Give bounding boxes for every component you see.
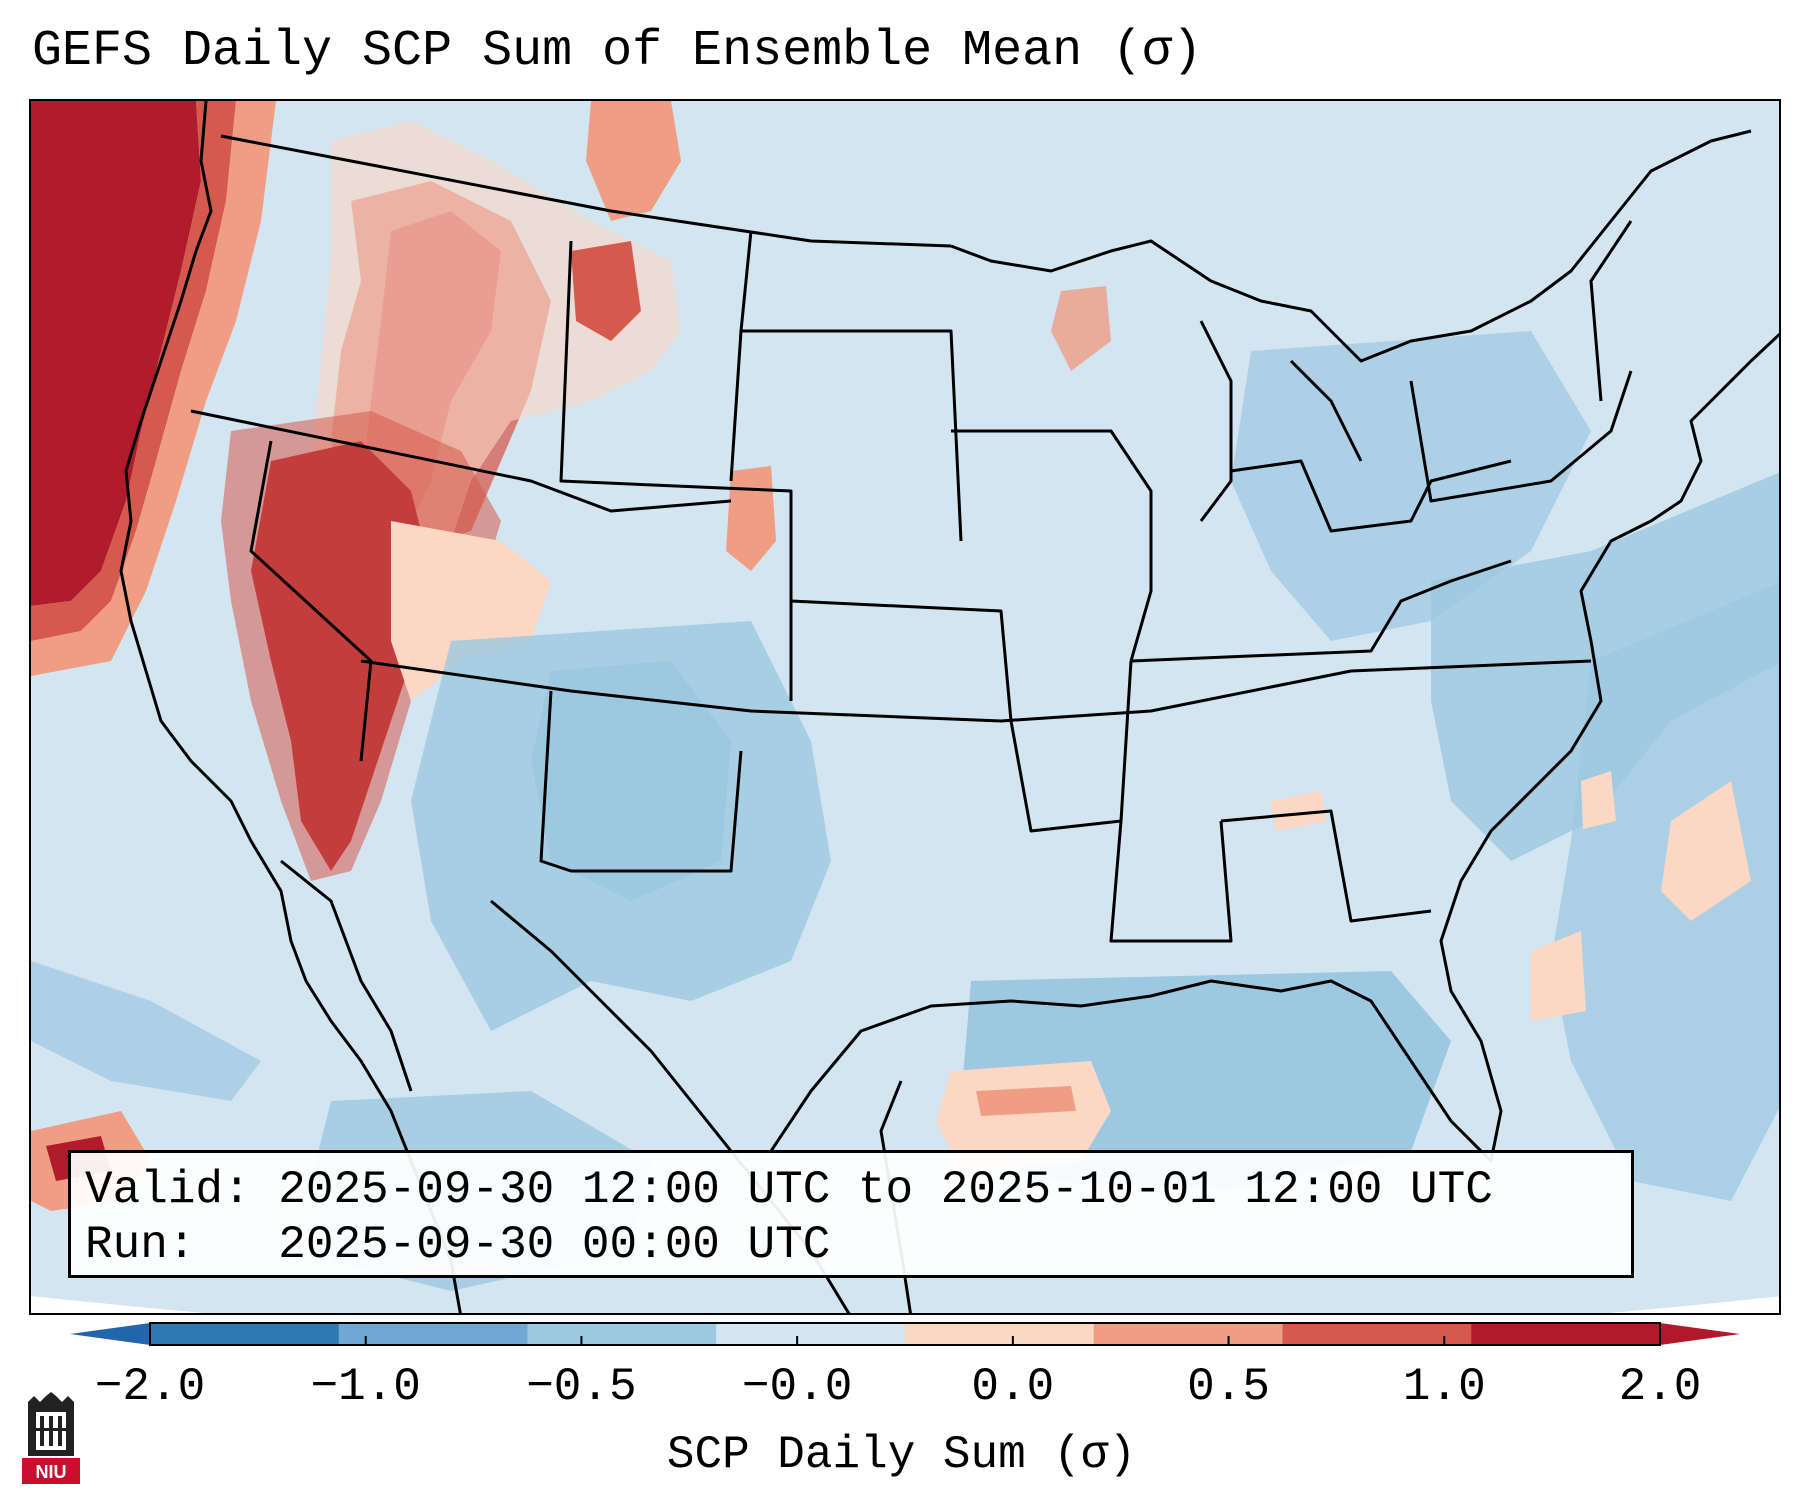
colorbar-bin <box>1282 1323 1472 1345</box>
field-anomaly-layer <box>31 101 1779 1291</box>
logo-band <box>22 1458 80 1484</box>
colorbar-tick-label: −0.0 <box>741 1361 853 1413</box>
colorbar-bin <box>905 1323 1095 1345</box>
colorbar-bin <box>338 1323 528 1345</box>
colorbar-bin <box>527 1323 717 1345</box>
colorbar-extend-min <box>70 1323 150 1345</box>
pacific-coastline <box>119 101 462 1313</box>
colorbar-tick-label: 1.0 <box>1402 1361 1486 1413</box>
border-arkansas <box>1009 660 1133 833</box>
border-new-england <box>1589 220 1633 402</box>
boundaries-layer <box>119 101 1779 1313</box>
colorbar-tick-label: 2.0 <box>1618 1361 1702 1413</box>
field-region-atlantic-patch-3 <box>1581 771 1616 829</box>
colorbar-tick-label: −0.5 <box>526 1361 637 1413</box>
border-36-parallel <box>360 659 1592 723</box>
field-region-colorado-east <box>726 466 776 571</box>
border-mississippi-alabama <box>1109 820 1233 943</box>
map-svg <box>31 101 1779 1313</box>
border-nebraska-kansas <box>741 329 963 542</box>
lake-huron-shore <box>1289 359 1363 462</box>
gulf-atlantic-coastline <box>769 332 1779 1163</box>
border-georgia <box>1220 809 1432 923</box>
colorbar <box>70 1322 1740 1346</box>
colorbar-bin <box>150 1323 340 1345</box>
border-nevada <box>249 440 373 762</box>
border-ny-pa <box>1409 370 1633 503</box>
niu-logo: NIU <box>22 1392 80 1484</box>
field-region-montana-east <box>571 241 641 341</box>
colorbar-label: SCP Daily Sum (σ) <box>666 1429 1137 1481</box>
border-new-mexico <box>539 690 743 873</box>
colorbar-tick-label: 0.5 <box>1187 1361 1270 1413</box>
colorbar-tick-label: −1.0 <box>310 1361 421 1413</box>
border-kentucky-tennessee <box>1130 559 1512 663</box>
colorbar-ticks <box>149 1336 1661 1346</box>
border-iowa-missouri <box>951 429 1153 662</box>
border-colorado-wyoming <box>559 240 793 701</box>
field-region-montana-north <box>586 101 681 221</box>
field-region-new-mexico <box>531 661 731 901</box>
colorbar-bins <box>150 1323 1661 1345</box>
validity-info-box: Valid: 2025-09-30 12:00 UTC to 2025-10-0… <box>68 1150 1634 1278</box>
field-region-utah-fringe <box>391 521 551 701</box>
border-kansas-missouri <box>790 599 1013 722</box>
colorbar-tick-label: −2.0 <box>94 1361 206 1413</box>
field-region-gulf-central-core <box>976 1086 1076 1116</box>
canada-border-west <box>220 134 952 248</box>
field-region-atlantic-patch-2 <box>1661 781 1751 921</box>
colorbar-outline <box>149 1322 1661 1346</box>
lake-michigan-shore <box>1199 320 1233 522</box>
logo-text: NIU <box>36 1462 67 1482</box>
map-panel <box>29 99 1781 1315</box>
border-or-ca-nv-id <box>190 409 732 513</box>
colorbar-bin <box>1093 1323 1283 1345</box>
valid-time-text: Valid: 2025-09-30 12:00 UTC to 2025-10-0… <box>85 1164 1493 1216</box>
colorbar-bin <box>1471 1323 1661 1345</box>
run-time-text: Run: 2025-09-30 00:00 UTC <box>85 1219 831 1271</box>
canada-border-east <box>950 129 1752 363</box>
colorbar-extend-max <box>1660 1323 1740 1345</box>
border-ohio-pa <box>1230 459 1512 533</box>
chart-title: GEFS Daily SCP Sum of Ensemble Mean (σ) <box>32 23 1203 80</box>
field-region-pacific-sw-negative <box>31 961 261 1101</box>
field-region-pnw-offshore <box>31 101 201 606</box>
field-region-tennessee-patch <box>1271 791 1326 831</box>
field-region-pnw-fringe <box>31 101 276 676</box>
colorbar-tick-label: 0.0 <box>971 1361 1055 1413</box>
baja-gulf-coast <box>280 859 413 1092</box>
field-region-pnw-edge <box>31 101 236 641</box>
colorbar-bin <box>716 1323 906 1345</box>
field-region-upper-michigan <box>1051 286 1111 371</box>
field-region-atlantic-patch-1 <box>1531 931 1586 1021</box>
